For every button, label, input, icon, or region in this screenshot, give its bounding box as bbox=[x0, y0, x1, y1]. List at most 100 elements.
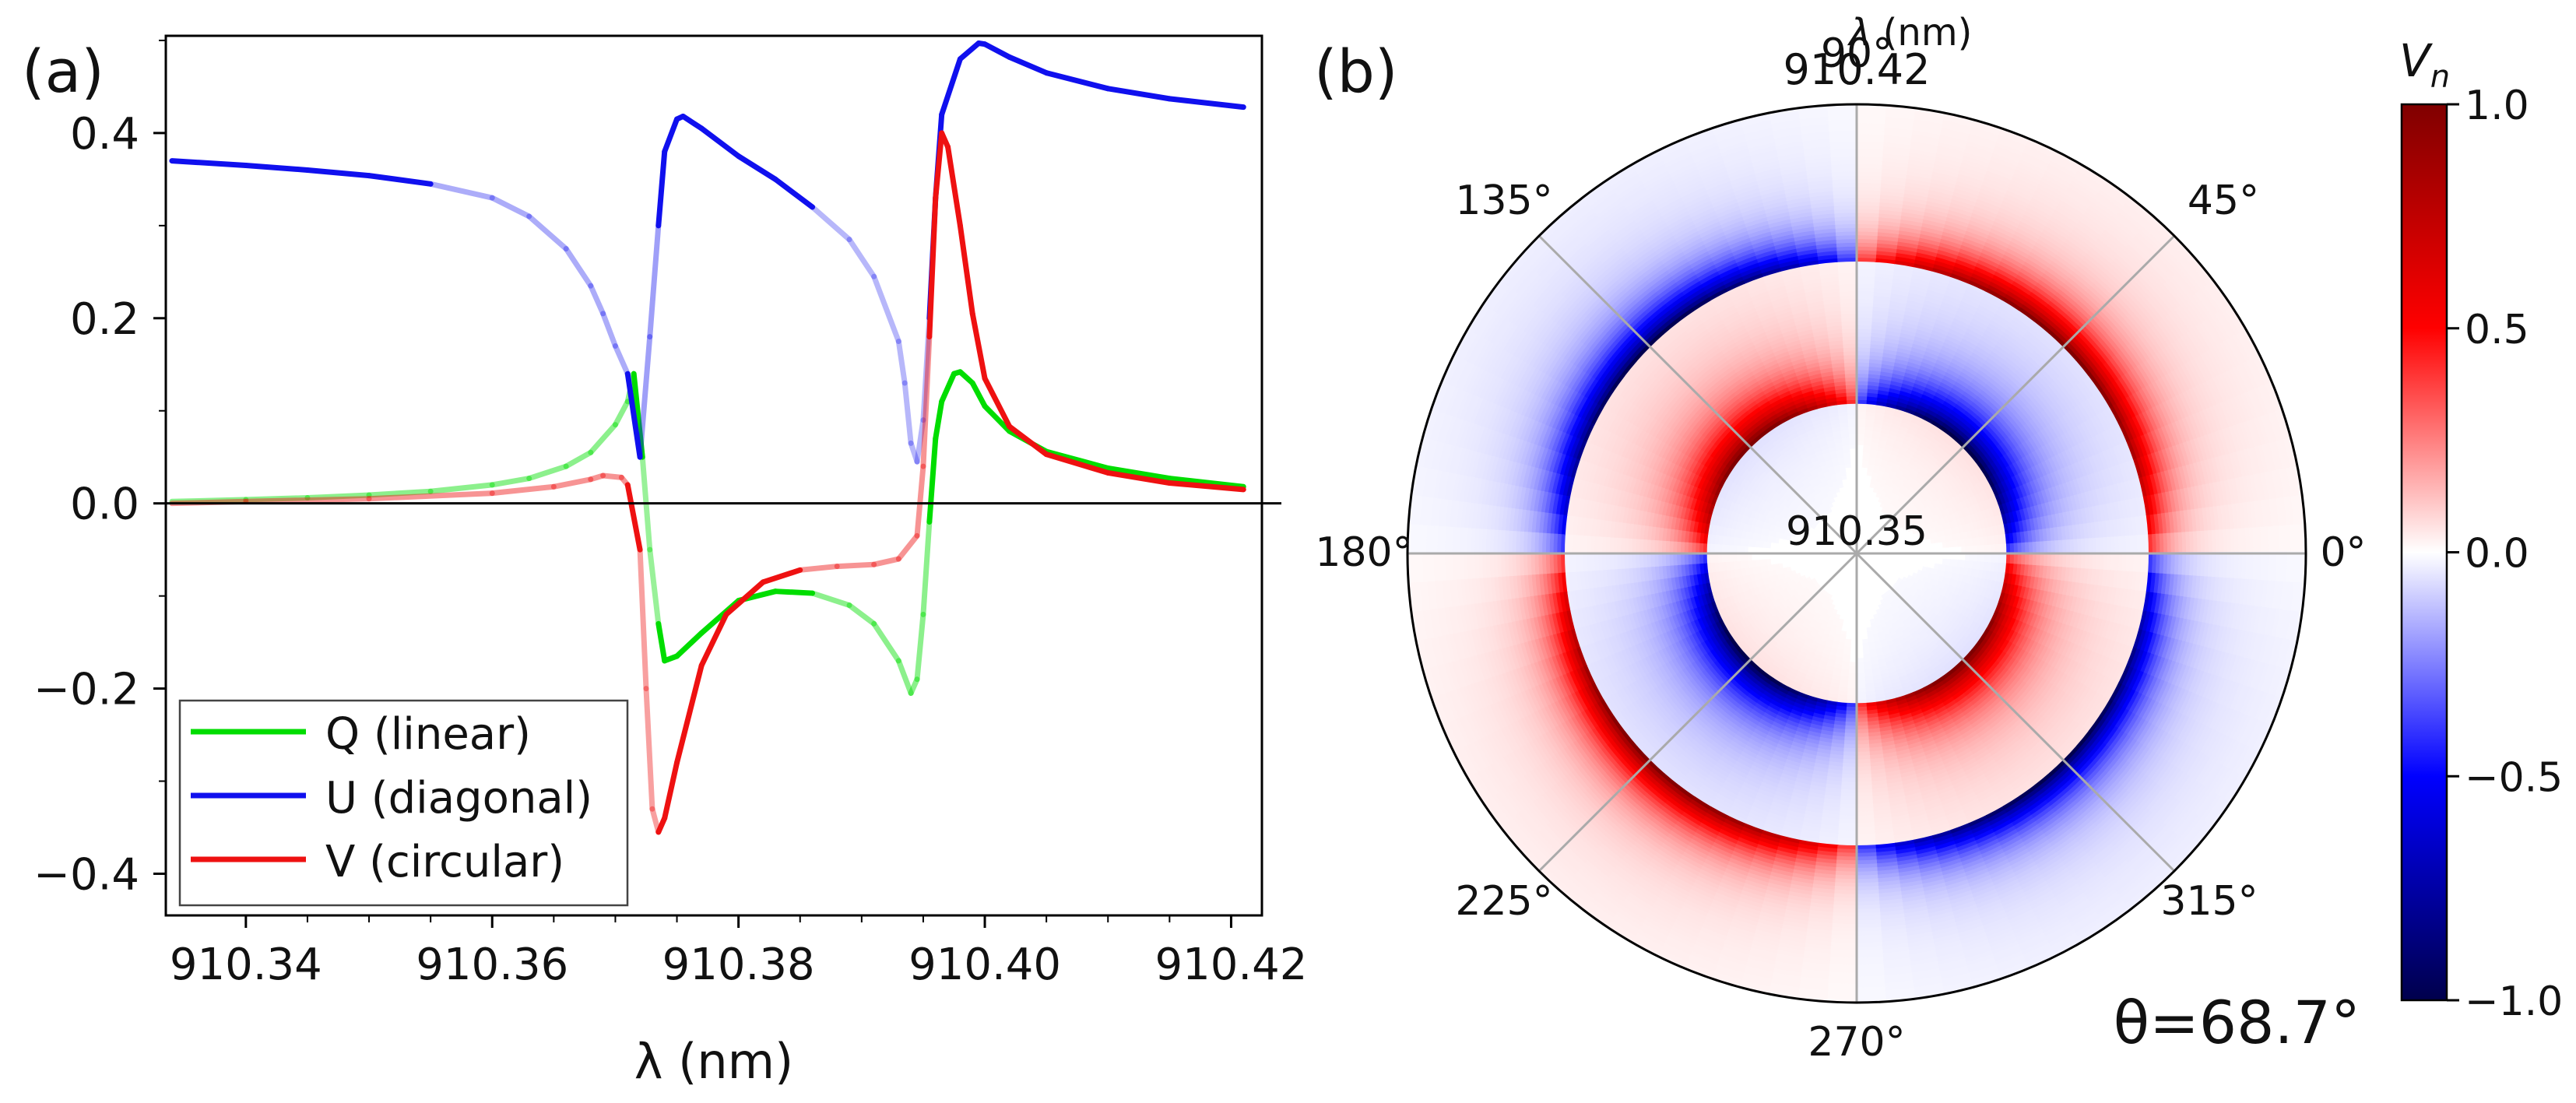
heatmap-cell bbox=[1914, 624, 1922, 631]
heatmap-cell bbox=[1889, 482, 1896, 489]
heatmap-cell bbox=[1915, 472, 1924, 480]
heatmap-cell bbox=[1930, 585, 1938, 592]
series-segment bbox=[797, 564, 840, 573]
heatmap-cell bbox=[1794, 479, 1802, 487]
series-segment bbox=[1166, 96, 1246, 111]
heatmap-cell bbox=[1900, 615, 1908, 623]
series-segment bbox=[772, 176, 816, 210]
heatmap-cell bbox=[1799, 615, 1807, 623]
heatmap-cell bbox=[1888, 627, 1896, 634]
y-tick-label: −0.4 bbox=[33, 849, 139, 900]
heatmap-cell bbox=[1791, 498, 1798, 506]
heatmap-cell bbox=[1949, 540, 1955, 548]
series-segment bbox=[895, 658, 914, 697]
heatmap-cell bbox=[1937, 504, 1945, 512]
series-segment bbox=[901, 380, 914, 446]
legend: Q (linear)U (diagonal)V (circular) bbox=[178, 699, 629, 907]
heatmap-cell bbox=[1924, 490, 1931, 499]
series-segment bbox=[563, 246, 594, 289]
heatmap-cell bbox=[1782, 608, 1790, 616]
heatmap-cell bbox=[1797, 481, 1805, 490]
heatmap-cell bbox=[1924, 511, 1931, 519]
heatmap-cell bbox=[1759, 559, 1764, 567]
series-segment bbox=[760, 567, 803, 585]
heatmap-cell bbox=[1916, 595, 1923, 602]
heatmap-cell bbox=[1928, 595, 1935, 604]
series-segment bbox=[982, 403, 1013, 434]
series-segment bbox=[957, 223, 975, 317]
heatmap-cell bbox=[1813, 624, 1821, 632]
heatmap-cell bbox=[1907, 624, 1914, 632]
heatmap-cell bbox=[1763, 583, 1771, 592]
heatmap-cells bbox=[1407, 104, 2306, 1003]
heatmap-cell bbox=[1897, 465, 1906, 472]
heatmap-cell bbox=[1891, 634, 1899, 641]
y-tick-label: 0.2 bbox=[70, 294, 139, 345]
series-segment bbox=[489, 483, 557, 497]
series-segment bbox=[366, 488, 434, 498]
heatmap-cell bbox=[1805, 484, 1813, 492]
heatmap-cell bbox=[1766, 510, 1773, 518]
heatmap-cell bbox=[1818, 473, 1826, 480]
series-segment bbox=[563, 449, 594, 469]
heatmap-cell bbox=[1791, 505, 1798, 512]
heatmap-cell bbox=[1899, 475, 1907, 482]
heatmap-cell bbox=[1924, 588, 1931, 595]
heatmap-cell bbox=[1928, 509, 1935, 518]
heatmap-cell bbox=[1921, 586, 1928, 593]
heatmap-cell bbox=[1784, 599, 1792, 607]
heatmap-cell bbox=[1934, 498, 1942, 507]
heatmap-cell bbox=[1904, 612, 1912, 620]
series-segment bbox=[489, 476, 532, 488]
heatmap-cell bbox=[1862, 642, 1870, 648]
series-segment bbox=[624, 482, 643, 553]
heatmap-cell bbox=[1927, 488, 1935, 497]
heatmap-cell bbox=[1799, 484, 1807, 492]
heatmap-cell bbox=[1784, 592, 1792, 600]
legend-entry: V (circular) bbox=[325, 837, 564, 887]
series-segment bbox=[655, 620, 668, 664]
heatmap-cell bbox=[1928, 503, 1935, 511]
heatmap-cell bbox=[1808, 508, 1815, 515]
series-segment bbox=[914, 417, 926, 465]
heatmap-cell bbox=[1843, 459, 1851, 465]
heatmap-cell bbox=[1801, 487, 1809, 495]
heatmap-cell bbox=[1782, 588, 1789, 595]
heatmap-cell bbox=[1781, 601, 1789, 609]
heatmap-cell bbox=[1791, 601, 1798, 609]
heatmap-cell bbox=[1816, 482, 1824, 489]
heatmap-cell bbox=[1928, 589, 1935, 597]
heatmap-cell bbox=[1933, 491, 1942, 500]
heatmap-cell bbox=[1775, 501, 1782, 509]
heatmap-cell bbox=[1899, 624, 1907, 632]
heatmap-cell bbox=[1840, 631, 1847, 636]
heatmap-cell bbox=[1769, 588, 1776, 595]
heatmap-cell bbox=[1819, 460, 1827, 468]
series-segment bbox=[612, 342, 631, 377]
heatmap-cell bbox=[1766, 541, 1772, 549]
heatmap-cell bbox=[1801, 612, 1809, 620]
series-segment bbox=[1166, 480, 1246, 493]
series-segment bbox=[914, 463, 926, 539]
heatmap-cell bbox=[1934, 536, 1939, 543]
series-v bbox=[169, 130, 1246, 835]
series-segment bbox=[243, 496, 372, 504]
heatmap-cell bbox=[1840, 634, 1847, 640]
series-segment bbox=[655, 149, 668, 229]
heatmap-cell bbox=[1797, 627, 1805, 635]
heatmap-cell bbox=[1762, 559, 1768, 567]
heatmap-cell bbox=[1945, 540, 1951, 548]
heatmap-cell bbox=[1867, 467, 1874, 473]
heatmap-cell bbox=[1801, 478, 1809, 486]
series-segment bbox=[933, 399, 945, 441]
heatmap-cell bbox=[1779, 610, 1787, 619]
legend-entry: U (diagonal) bbox=[325, 773, 592, 824]
heatmap-cell bbox=[1949, 559, 1955, 567]
heatmap-cell bbox=[1922, 592, 1929, 600]
heatmap-cell bbox=[1784, 507, 1791, 515]
heatmap-cell bbox=[1781, 505, 1788, 513]
heatmap-cell bbox=[1775, 605, 1783, 613]
series-segment bbox=[662, 760, 680, 821]
heatmap-cell bbox=[1811, 595, 1818, 602]
series-segment bbox=[647, 223, 662, 340]
